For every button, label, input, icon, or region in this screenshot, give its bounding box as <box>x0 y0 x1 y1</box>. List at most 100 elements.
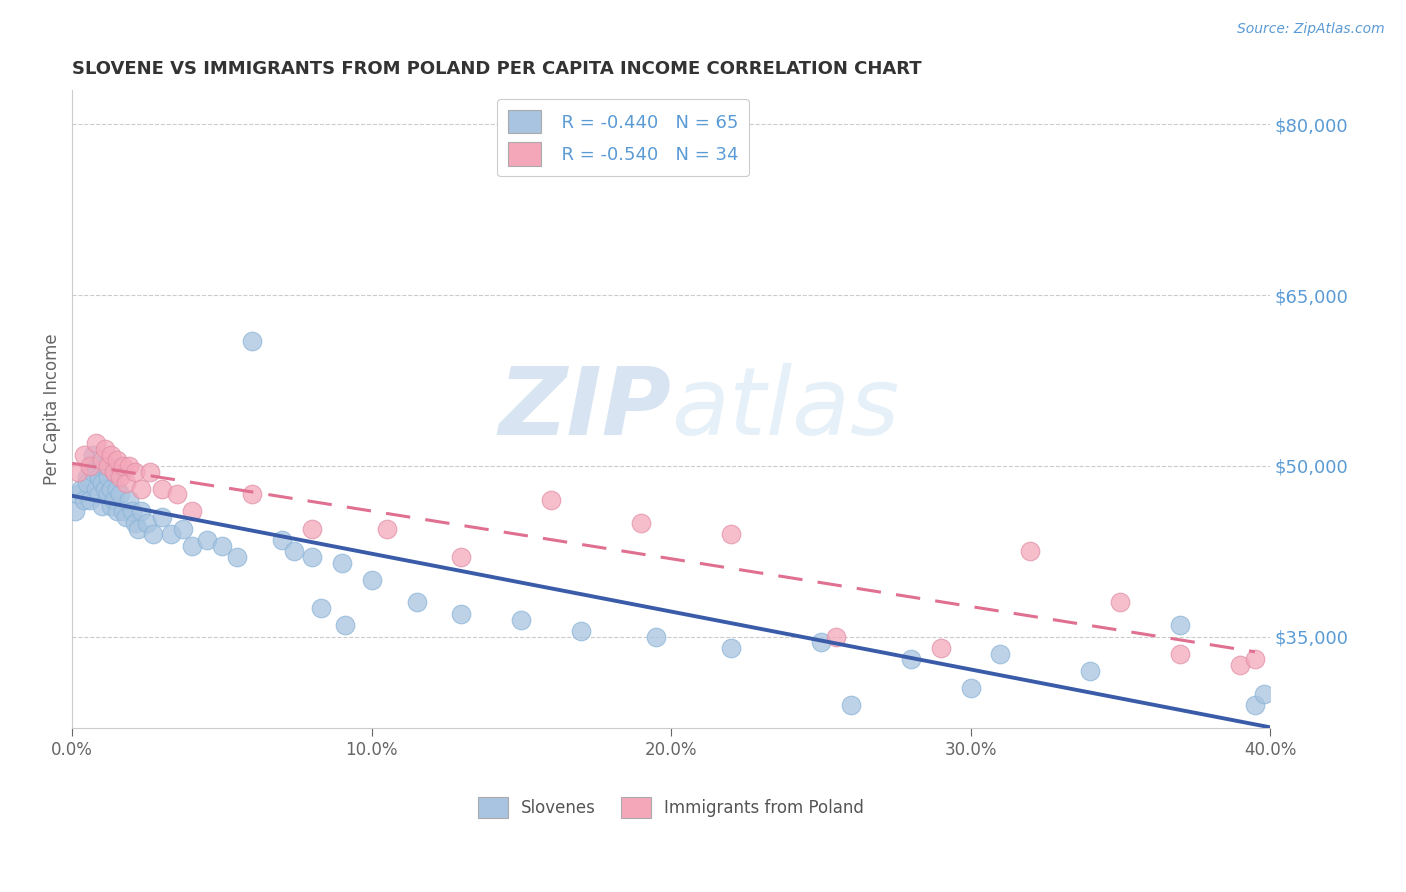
Point <box>91 453 114 467</box>
Point <box>124 516 146 530</box>
Point <box>100 448 122 462</box>
Point <box>94 442 117 456</box>
Point <box>990 647 1012 661</box>
Point <box>195 533 218 547</box>
Point <box>1168 618 1191 632</box>
Point <box>1109 595 1132 609</box>
Point <box>900 652 922 666</box>
Point <box>84 436 107 450</box>
Point <box>211 539 233 553</box>
Point <box>270 533 292 547</box>
Point <box>136 516 159 530</box>
Point <box>929 640 952 655</box>
Point <box>84 458 107 473</box>
Point <box>172 521 194 535</box>
Point <box>450 549 472 564</box>
Point <box>129 482 152 496</box>
Point <box>181 539 204 553</box>
Point <box>360 573 382 587</box>
Point <box>150 482 173 496</box>
Text: ZIP: ZIP <box>498 363 671 455</box>
Point <box>1244 652 1267 666</box>
Point <box>540 493 562 508</box>
Point <box>160 527 183 541</box>
Point <box>510 613 533 627</box>
Point <box>103 465 125 479</box>
Point <box>105 482 128 496</box>
Point <box>124 465 146 479</box>
Point <box>115 510 138 524</box>
Point <box>139 465 162 479</box>
Point <box>115 475 138 490</box>
Point <box>959 681 981 695</box>
Point <box>100 499 122 513</box>
Point <box>73 448 96 462</box>
Point <box>720 527 742 541</box>
Point <box>89 487 111 501</box>
Point <box>76 475 98 490</box>
Point <box>569 624 592 638</box>
Point <box>100 482 122 496</box>
Point <box>839 698 862 712</box>
Point <box>118 458 141 473</box>
Point <box>166 487 188 501</box>
Point <box>76 470 98 484</box>
Point <box>97 458 120 473</box>
Point <box>91 475 114 490</box>
Point <box>108 487 131 501</box>
Point <box>129 504 152 518</box>
Legend: Slovenes, Immigrants from Poland: Slovenes, Immigrants from Poland <box>468 787 875 829</box>
Point <box>84 482 107 496</box>
Point <box>309 601 332 615</box>
Point <box>67 487 90 501</box>
Point <box>181 504 204 518</box>
Point <box>82 465 104 479</box>
Point <box>94 482 117 496</box>
Point <box>810 635 832 649</box>
Point <box>240 334 263 348</box>
Point <box>375 521 398 535</box>
Point <box>240 487 263 501</box>
Point <box>103 493 125 508</box>
Point <box>112 504 135 518</box>
Point <box>70 482 93 496</box>
Point <box>1168 647 1191 661</box>
Point <box>112 458 135 473</box>
Point <box>301 521 323 535</box>
Point <box>91 499 114 513</box>
Point <box>105 504 128 518</box>
Point <box>127 521 149 535</box>
Point <box>142 527 165 541</box>
Point <box>450 607 472 621</box>
Point <box>824 630 846 644</box>
Text: atlas: atlas <box>671 363 900 455</box>
Point <box>103 465 125 479</box>
Text: Source: ZipAtlas.com: Source: ZipAtlas.com <box>1237 22 1385 37</box>
Point <box>405 595 427 609</box>
Point <box>79 458 101 473</box>
Point <box>333 618 356 632</box>
Point <box>97 487 120 501</box>
Point <box>67 465 90 479</box>
Point <box>1229 658 1251 673</box>
Point <box>720 640 742 655</box>
Point <box>1253 687 1275 701</box>
Point <box>301 549 323 564</box>
Point <box>121 504 143 518</box>
Point <box>1019 544 1042 558</box>
Point <box>630 516 652 530</box>
Point <box>94 458 117 473</box>
Point <box>73 493 96 508</box>
Point <box>1078 664 1101 678</box>
Point <box>1244 698 1267 712</box>
Point <box>97 470 120 484</box>
Point <box>330 556 353 570</box>
Point <box>226 549 249 564</box>
Point <box>79 493 101 508</box>
Point <box>645 630 668 644</box>
Point <box>89 470 111 484</box>
Point <box>150 510 173 524</box>
Point <box>65 504 87 518</box>
Y-axis label: Per Capita Income: Per Capita Income <box>44 334 60 484</box>
Point <box>82 448 104 462</box>
